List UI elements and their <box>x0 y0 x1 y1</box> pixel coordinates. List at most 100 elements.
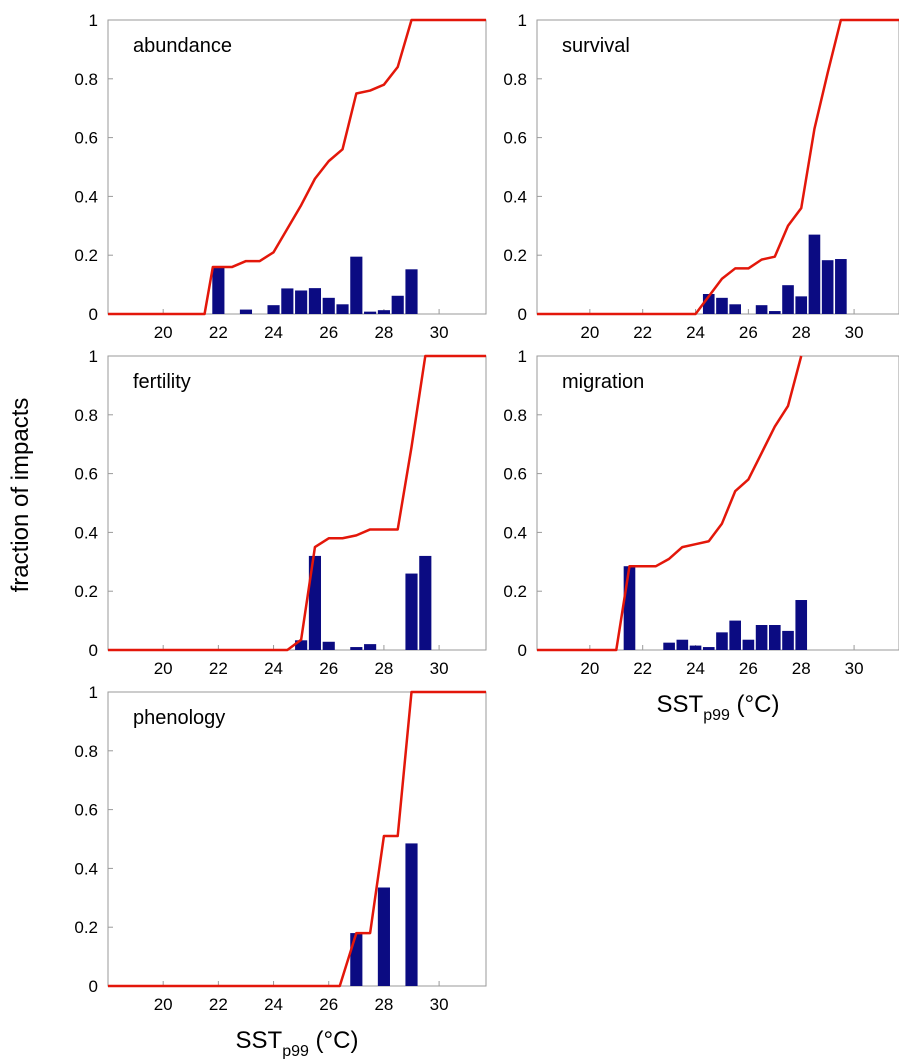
plot-frame <box>107 691 487 987</box>
y-tick-label: 0.4 <box>74 187 98 206</box>
x-tick-label: 26 <box>739 659 758 678</box>
y-tick-label: 0.6 <box>503 465 527 484</box>
x-tick-label: 30 <box>430 995 449 1014</box>
x-tick-label: 24 <box>264 659 283 678</box>
x-tick-label: 20 <box>580 323 599 342</box>
x-tick-label: 20 <box>154 659 173 678</box>
y-tick-label: 0.6 <box>503 129 527 148</box>
bar <box>729 620 741 650</box>
x-tick-label: 24 <box>686 323 705 342</box>
bar <box>676 639 689 650</box>
bar <box>239 309 253 314</box>
y-tick-label: 0.6 <box>74 801 98 820</box>
bar <box>350 933 363 986</box>
bar <box>377 310 390 314</box>
x-axis-title-unit: (°C) <box>309 1027 359 1054</box>
panel-survival: 0 0.2 0.4 0.6 0.8 1 20 22 24 26 28 30 survival <box>503 11 899 342</box>
bar <box>405 269 418 314</box>
x-tick-label: 30 <box>430 659 449 678</box>
y-tick-label: 0 <box>518 305 527 324</box>
x-tick-label: 22 <box>209 995 228 1014</box>
y-tick-label: 0.2 <box>74 918 98 937</box>
y-tick-label: 0.8 <box>503 70 527 89</box>
bar <box>782 630 794 650</box>
y-axis-title: fraction of impacts <box>7 398 34 593</box>
panel-label: abundance <box>133 35 232 57</box>
x-axis-title-main: SST <box>236 1027 283 1054</box>
x-axis-title-subscript: p99 <box>703 707 730 724</box>
x-tick-label: 22 <box>633 323 652 342</box>
x-tick-label: 28 <box>792 323 811 342</box>
panel-fertility: 0 0.2 0.4 0.6 0.8 1 20 22 24 26 28 30 fertility <box>74 347 487 678</box>
panel-abundance: 0 0.2 0.4 0.6 0.8 1 20 22 24 26 28 30 abundance <box>74 11 487 342</box>
panel-label: phenology <box>133 707 225 729</box>
y-tick-label: 0.4 <box>74 859 98 878</box>
bar <box>295 640 308 650</box>
bar <box>716 632 728 650</box>
y-tick-label: 0.8 <box>74 70 98 89</box>
x-tick-label: 26 <box>319 323 338 342</box>
bar <box>768 625 781 650</box>
y-tick-label: 0.4 <box>74 523 98 542</box>
bar <box>267 305 280 314</box>
bar <box>755 625 768 650</box>
y-tick-label: 0 <box>89 305 98 324</box>
bar <box>663 642 675 650</box>
x-tick-label: 22 <box>209 323 228 342</box>
bar <box>405 573 418 650</box>
bar <box>377 887 390 986</box>
y-tick-label: 1 <box>89 347 98 366</box>
y-tick-label: 0 <box>89 641 98 660</box>
bar <box>308 555 322 650</box>
plot-frame <box>107 19 487 315</box>
y-tick-label: 0.2 <box>74 582 98 601</box>
y-tick-label: 0.8 <box>503 406 527 425</box>
x-tick-label: 24 <box>264 323 283 342</box>
y-tick-label: 0.6 <box>74 465 98 484</box>
bar <box>716 297 728 314</box>
x-tick-label: 26 <box>739 323 758 342</box>
bar <box>702 294 715 314</box>
bar <box>350 256 363 314</box>
x-tick-label: 20 <box>580 659 599 678</box>
bar <box>795 600 808 650</box>
cumulative-line <box>108 354 486 652</box>
cumulative-line <box>537 355 803 652</box>
bar <box>322 641 335 650</box>
bar <box>689 645 702 650</box>
x-tick-label: 20 <box>154 995 173 1014</box>
x-tick-label: 30 <box>845 323 864 342</box>
y-tick-label: 1 <box>518 11 527 30</box>
x-tick-label: 28 <box>792 659 811 678</box>
cumulative-line <box>537 18 899 316</box>
y-tick-label: 0.6 <box>74 129 98 148</box>
panel-phenology: 0 0.2 0.4 0.6 0.8 1 20 22 24 26 28 30 phenology SSTp9… <box>74 683 487 1059</box>
panels: 0 0.2 0.4 0.6 0.8 1 20 22 24 26 28 30 abundance 0 0.2 0… <box>74 11 899 1059</box>
bar <box>212 266 225 314</box>
bar <box>729 304 741 314</box>
x-tick-label: 30 <box>430 323 449 342</box>
y-tick-label: 0.2 <box>74 246 98 265</box>
y-tick-label: 1 <box>89 11 98 30</box>
bar <box>782 285 794 314</box>
x-tick-label: 26 <box>319 995 338 1014</box>
y-tick-label: 0 <box>518 641 527 660</box>
x-axis-title: SSTp99 (°C) <box>657 691 780 724</box>
x-tick-label: 28 <box>374 323 393 342</box>
bar <box>742 639 755 650</box>
panel-migration: 0 0.2 0.4 0.6 0.8 1 20 22 24 26 28 30 migration SSTp9… <box>503 347 899 724</box>
bar <box>405 843 418 986</box>
bar <box>295 290 308 314</box>
y-tick-label: 1 <box>89 683 98 702</box>
y-tick-label: 0.4 <box>503 523 527 542</box>
x-axis-title: SSTp99 (°C) <box>236 1027 359 1059</box>
bar <box>821 260 834 314</box>
panel-label: fertility <box>133 371 191 393</box>
bar <box>795 296 808 314</box>
y-tick-label: 0.2 <box>503 246 527 265</box>
bar <box>364 311 377 314</box>
x-tick-label: 30 <box>845 659 864 678</box>
bar <box>702 647 715 650</box>
bar <box>391 295 404 314</box>
